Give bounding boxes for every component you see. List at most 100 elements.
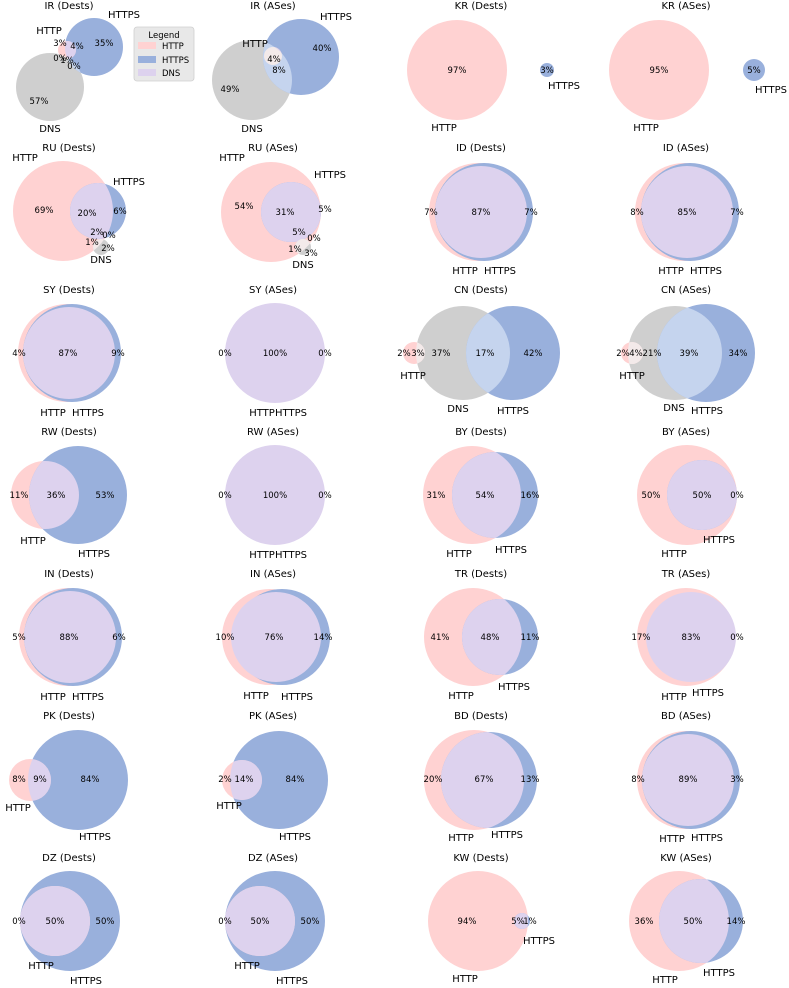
venn-panel-in-dests: IN (Dests) 5% 88% 6% HTTP HTTPS [12, 569, 126, 703]
venn-circle-overlap [646, 592, 736, 682]
set-label-https: HTTPS [523, 936, 555, 947]
panel-title: RW (Dests) [41, 427, 97, 438]
venn-panel-id-ases: ID (ASes) 8% 85% 7% HTTP HTTPS [630, 143, 744, 277]
region-value-http-https: 100% [263, 349, 287, 359]
panel-title: TR (Dests) [454, 569, 507, 580]
region-value-http-only: 69% [35, 206, 54, 216]
venn-circle-overlap [24, 591, 116, 683]
region-value-http-https: 87% [472, 208, 491, 218]
region-value-https-only: 84% [286, 775, 305, 785]
region-value-https-dns: 8% [272, 66, 286, 76]
venn-overlap-http-https [29, 461, 79, 529]
venn-circle-http [428, 871, 528, 971]
region-value-https-only: 14% [314, 633, 333, 643]
region-value-http-dns: 4% [629, 349, 643, 359]
set-label-https: HTTPS [108, 10, 140, 21]
venn-overlap-https-dns [263, 40, 292, 95]
panel-title: RW (ASes) [247, 427, 299, 438]
venn-panel-dz-dests: DZ (Dests) 0% 50% 50% HTTP HTTPS [12, 853, 120, 987]
venn-circle-overlap [642, 734, 734, 826]
venn-panel-rw-dests: RW (Dests) 11% 36% 53% HTTP HTTPS [10, 427, 127, 560]
panel-title: CN (Dests) [454, 285, 508, 296]
region-value-https-only: 6% [112, 633, 126, 643]
region-value-https-only: 1% [523, 917, 537, 927]
region-value-http-https: 20% [78, 209, 97, 219]
region-value-http-only: 10% [216, 633, 235, 643]
region-value-https-only: 42% [524, 349, 543, 359]
region-value-https-only: 40% [313, 44, 332, 54]
venn-panel-kr-ases: KR (ASes) 95% 5% HTTP HTTPS [609, 1, 787, 134]
panel-title: TR (ASes) [661, 569, 711, 580]
panel-title: IR (ASes) [250, 1, 296, 12]
set-label-http: HTTP [5, 803, 31, 814]
venn-circle-overlap [435, 166, 527, 258]
venn-circle-https [230, 731, 328, 829]
set-label-https: HTTPS [691, 406, 723, 417]
set-label-https: HTTPS [276, 976, 308, 987]
panel-title: ID (ASes) [663, 143, 709, 154]
set-label-http: HTTP [452, 266, 478, 277]
legend-swatch-dns [138, 69, 156, 76]
region-value-http-only: 0% [12, 917, 26, 927]
set-label-http: HTTP [40, 692, 66, 703]
region-value-dns-only: 37% [432, 349, 451, 359]
set-label-http: HTTP [12, 153, 38, 164]
region-value-http-only: 20% [424, 775, 443, 785]
region-value-http-only: 11% [10, 491, 29, 501]
venn-circle-overlap [641, 166, 733, 258]
set-label-http: HTTP [234, 961, 260, 972]
region-value-https-only: 50% [96, 917, 115, 927]
venn-panels: IR (Dests)3% 35%57%4%0%0%1%HTTPHTTPSDNSIR… [5, 1, 787, 987]
region-value-https-only: 13% [521, 775, 540, 785]
venn-overlap-http-https [65, 41, 76, 59]
set-label-http: HTTP [242, 39, 268, 50]
panel-title: DZ (Dests) [42, 853, 96, 864]
region-value-https-only: 7% [524, 208, 538, 218]
venn-circle-https [65, 18, 123, 76]
region-value-https-only: 5% [318, 205, 332, 215]
venn-overlap-http-https [441, 732, 524, 828]
venn-circle-http [609, 20, 709, 120]
panel-title: KR (Dests) [455, 1, 508, 12]
region-value-http-https: 48% [481, 633, 500, 643]
region-value-https-only: 9% [111, 349, 125, 359]
set-label-https: HTTPS [491, 830, 523, 841]
region-value-http-https: 50% [46, 917, 65, 927]
legend-label-http: HTTP [162, 42, 184, 52]
venn-overlap-http-dns [628, 342, 643, 364]
venn-overlap-http-https [28, 759, 51, 801]
region-value-http-only: 31% [427, 491, 446, 501]
set-label-http: HTTP [448, 691, 474, 702]
region-value-http-only: 2% [397, 349, 411, 359]
region-value-https-dns: 39% [680, 349, 699, 359]
set-label-http: HTTP [633, 123, 659, 134]
venn-overlap-http-https [659, 879, 729, 963]
region-value-http-https: 50% [693, 491, 712, 501]
region-value-https-dns: 0% [67, 62, 81, 72]
region-value-http-https: 50% [684, 917, 703, 927]
set-label-https: HTTPS [498, 682, 530, 693]
region-value-http-only: 17% [632, 633, 651, 643]
set-label-dns: DNS [39, 124, 61, 135]
venn-overlap-https-dns [466, 306, 510, 400]
region-value-http-dns: 0% [53, 54, 67, 64]
region-value-https-only: 0% [730, 491, 744, 501]
region-value-all-three: 5% [292, 228, 306, 238]
set-label-http: HTTP [20, 536, 46, 547]
set-label-https: HTTPS [275, 408, 307, 419]
set-label-dns: DNS [241, 124, 263, 135]
region-value-http-only: 3% [53, 39, 67, 49]
region-value-https-only: 0% [318, 491, 332, 501]
region-value-http-https: 87% [59, 349, 78, 359]
panel-title: BY (Dests) [455, 427, 507, 438]
venn-panel-tr-ases: TR (ASes) 17% 83% 0% HTTP HTTPS [632, 569, 744, 703]
set-label-http: HTTP [658, 266, 684, 277]
region-value-https-only: 0% [318, 349, 332, 359]
venn-panel-by-ases: BY (ASes) 50% 50% 0% HTTP HTTPS [637, 427, 744, 560]
venn-overlap-http-https [462, 599, 522, 675]
set-label-http: HTTP [216, 801, 242, 812]
set-label-https: HTTPS [320, 12, 352, 23]
region-value-https-only: 16% [521, 491, 540, 501]
